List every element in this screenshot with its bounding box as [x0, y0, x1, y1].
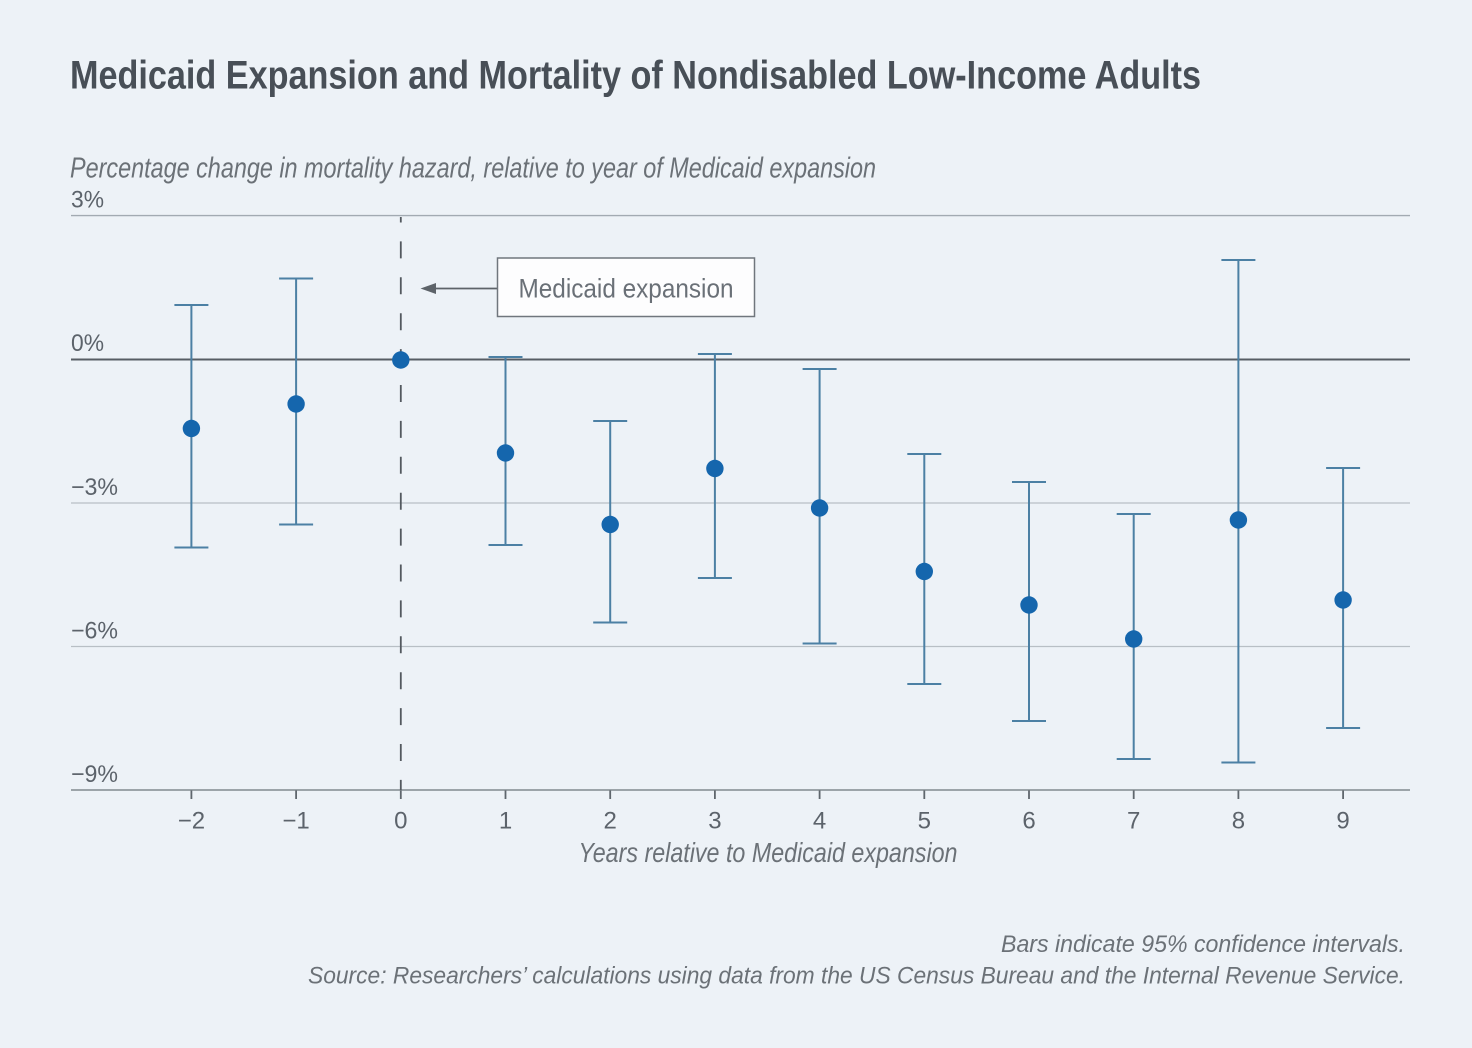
- svg-text:3: 3: [708, 808, 721, 835]
- svg-text:−2: −2: [178, 808, 205, 835]
- svg-text:Source: Researchers’ calculati: Source: Researchers’ calculations using …: [308, 962, 1405, 989]
- svg-text:Years relative to Medicaid exp: Years relative to Medicaid expansion: [579, 837, 958, 868]
- svg-text:0: 0: [394, 808, 407, 835]
- svg-text:9: 9: [1336, 808, 1349, 835]
- svg-text:7: 7: [1127, 808, 1140, 835]
- svg-text:−6%: −6%: [71, 618, 118, 645]
- svg-text:Bars indicate 95% confidence i: Bars indicate 95% confidence intervals.: [1001, 931, 1405, 958]
- svg-text:6: 6: [1022, 808, 1035, 835]
- svg-text:Medicaid Expansion and Mortali: Medicaid Expansion and Mortality of Nond…: [70, 54, 1201, 98]
- svg-text:2: 2: [604, 808, 617, 835]
- svg-text:Percentage change in mortality: Percentage change in mortality hazard, r…: [70, 152, 876, 184]
- svg-text:4: 4: [813, 808, 826, 835]
- svg-text:3%: 3%: [71, 187, 104, 214]
- svg-text:0%: 0%: [71, 330, 104, 357]
- svg-text:5: 5: [918, 808, 931, 835]
- svg-text:8: 8: [1232, 808, 1245, 835]
- svg-text:Medicaid expansion: Medicaid expansion: [519, 274, 734, 304]
- svg-text:1: 1: [499, 808, 512, 835]
- svg-text:−1: −1: [282, 808, 309, 835]
- svg-text:−9%: −9%: [71, 761, 118, 788]
- svg-text:−3%: −3%: [71, 474, 118, 501]
